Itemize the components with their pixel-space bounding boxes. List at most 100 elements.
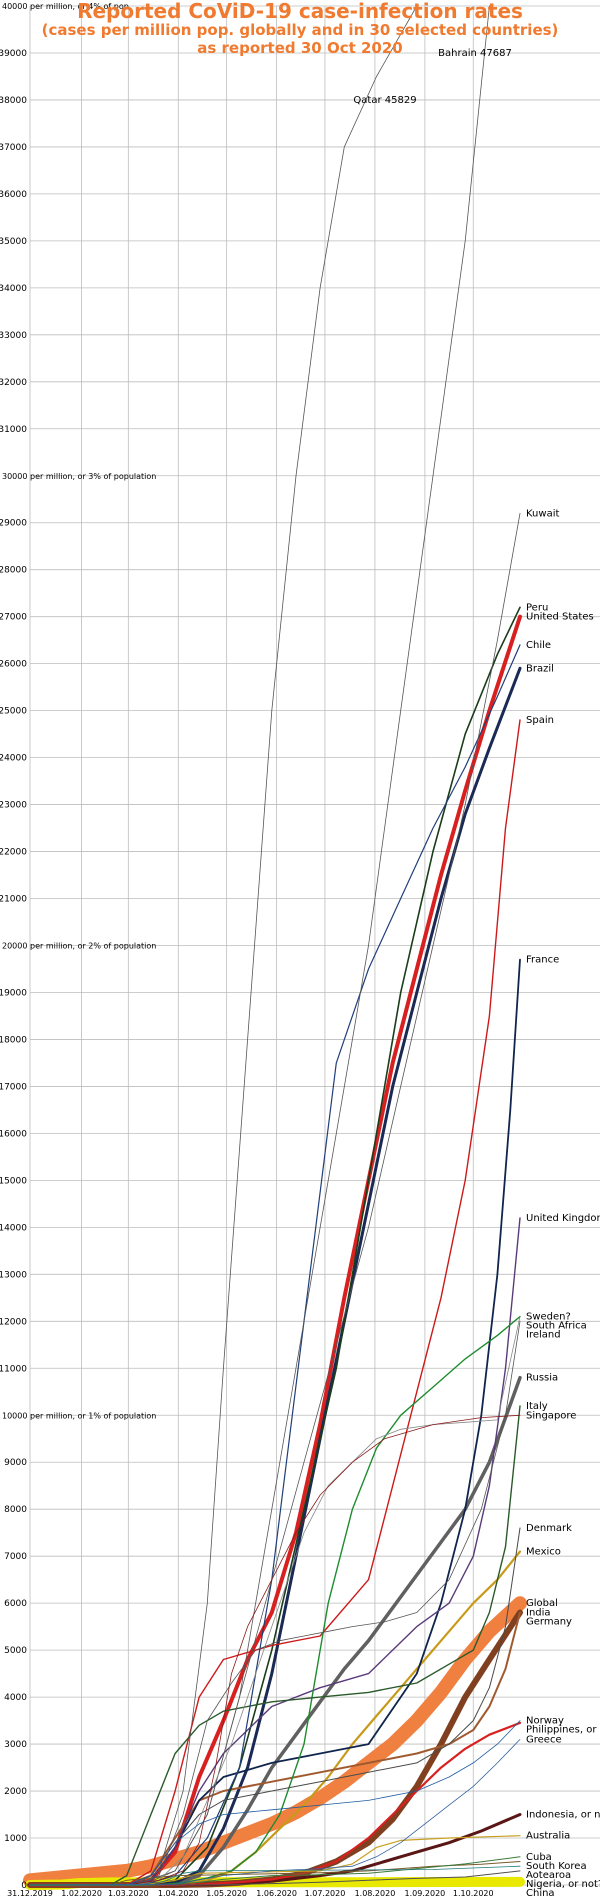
series-line (29, 1320, 521, 1886)
y-tick-label: 35000 (0, 237, 27, 247)
y-tick-label: 11000 (0, 1364, 27, 1374)
series-line (29, 1870, 521, 1886)
y-tick-label: 23000 (0, 801, 27, 811)
series-line (29, 1861, 521, 1886)
series-line (28, 1721, 522, 1887)
grid-layer (29, 5, 600, 1886)
series-line (28, 1375, 522, 1887)
series-line (29, 1316, 521, 1886)
chart-title: Reported CoViD-19 case-infection rates (77, 0, 523, 23)
series-label: Nigeria, or not? (526, 1879, 600, 1890)
y-tick-label: 27000 (0, 613, 27, 623)
series-line (29, 1405, 521, 1886)
series-label: Germany (526, 1617, 572, 1628)
x-tick-label: 1.05.2020 (206, 1889, 247, 1898)
y-tick-label: 34000 (0, 284, 27, 294)
y-tick-label: 6000 (4, 1599, 27, 1609)
y-tick-label: 8000 (4, 1505, 27, 1515)
series-line (29, 1865, 521, 1886)
x-tick-label: 1.10.2020 (453, 1889, 494, 1898)
y-tick-label: 28000 (0, 566, 27, 576)
series-line (29, 644, 521, 1886)
series-label: United States (526, 612, 594, 623)
series-line (28, 1550, 522, 1887)
series-label: Russia (526, 1373, 558, 1384)
y-tick-label: 2000 (4, 1787, 27, 1797)
series-layer (23, 5, 527, 1890)
series-label: Philippines, or not (526, 1725, 600, 1736)
y-tick-label: 17000 (0, 1082, 27, 1092)
series-label: Qatar 45829 (353, 95, 416, 106)
series-label: Bahrain 47687 (438, 48, 512, 59)
y-tick-label: 31000 (0, 425, 27, 435)
y-tick-label: 29000 (0, 519, 27, 529)
x-tick-label: 1.08.2020 (355, 1889, 396, 1898)
title-layer: Reported CoViD-19 case-infection rates (… (42, 0, 559, 57)
y-tick-label: 32000 (0, 378, 27, 388)
y-tick-label: 26000 (0, 660, 27, 670)
percent-annotation: 20000 per million, or 2% of population (2, 942, 156, 951)
series-label: India (526, 1608, 551, 1619)
series-label: South Africa (526, 1321, 587, 1332)
chart-subtitle-line-1: (cases per million pop. globally and in … (42, 21, 559, 39)
y-tick-label: 9000 (4, 1458, 27, 1468)
y-tick-label: 13000 (0, 1270, 27, 1280)
y-tick-label: 5000 (4, 1646, 27, 1656)
y-tick-label: 25000 (0, 707, 27, 717)
y-tick-label: 21000 (0, 895, 27, 905)
series-line (29, 719, 521, 1886)
y-tick-label: 3000 (4, 1740, 27, 1750)
series-label: Cuba (526, 1852, 552, 1863)
series-label: Greece (526, 1734, 562, 1745)
percent-annotation: 30000 per million, or 3% of population (2, 472, 156, 481)
x-tick-label: 31.12.2019 (7, 1889, 53, 1898)
y-tick-label: 38000 (0, 96, 27, 106)
series-label: Aotearoa (526, 1870, 571, 1881)
y-tick-label: 16000 (0, 1129, 27, 1139)
series-label: Singapore (526, 1410, 576, 1421)
x-tick-label: 1.06.2020 (256, 1889, 297, 1898)
series-line (29, 512, 521, 1886)
x-tick-label: 1.07.2020 (305, 1889, 346, 1898)
series-label: Mexico (526, 1546, 561, 1557)
series-label: Brazil (526, 663, 554, 674)
y-tick-label: 0 (21, 1881, 27, 1891)
y-tick-label: 37000 (0, 143, 27, 153)
x-tick-label: 1.04.2020 (158, 1889, 199, 1898)
series-label: Kuwait (526, 508, 559, 519)
y-tick-label: 14000 (0, 1223, 27, 1233)
percent-annotation: 10000 per million, or 1% of population (2, 1411, 156, 1420)
series-label: Denmark (526, 1523, 572, 1534)
series-label: Chile (526, 640, 551, 651)
series-line (29, 1414, 521, 1886)
y-tick-label: 36000 (0, 190, 27, 200)
x-tick-label: 1.09.2020 (405, 1889, 446, 1898)
x-tick-label: 1.02.2020 (61, 1889, 102, 1898)
x-tick-label: 1.03.2020 (108, 1889, 149, 1898)
series-label: Norway (526, 1716, 564, 1727)
series-line (28, 614, 522, 1887)
chart-subtitle-line-2: as reported 30 Oct 2020 (197, 39, 402, 57)
series-label: Indonesia, or not? (526, 1810, 600, 1821)
percent-annotation: 40000 per million, or 4% of pop. (2, 2, 131, 11)
y-tick-label: 24000 (0, 754, 27, 764)
series-label: Italy (526, 1401, 548, 1412)
series-label: Ireland (526, 1330, 561, 1341)
y-tick-label: 22000 (0, 848, 27, 858)
y-tick-label: 4000 (4, 1693, 27, 1703)
y-tick-label: 19000 (0, 988, 27, 998)
y-tick-label: 12000 (0, 1317, 27, 1327)
axis-layer: 0 1000 2000 3000 4000 5000 6000 7000 8000 9000 110… (0, 2, 494, 1898)
y-tick-label: 1000 (4, 1834, 27, 1844)
y-tick-label: 33000 (0, 331, 27, 341)
y-tick-label: 7000 (4, 1552, 27, 1562)
series-label: Global (526, 1598, 558, 1609)
series-label: South Korea (526, 1861, 587, 1872)
series-line (29, 1739, 521, 1886)
y-tick-label: 39000 (0, 49, 27, 59)
series-label: France (526, 955, 559, 966)
series-label: Spain (526, 715, 554, 726)
